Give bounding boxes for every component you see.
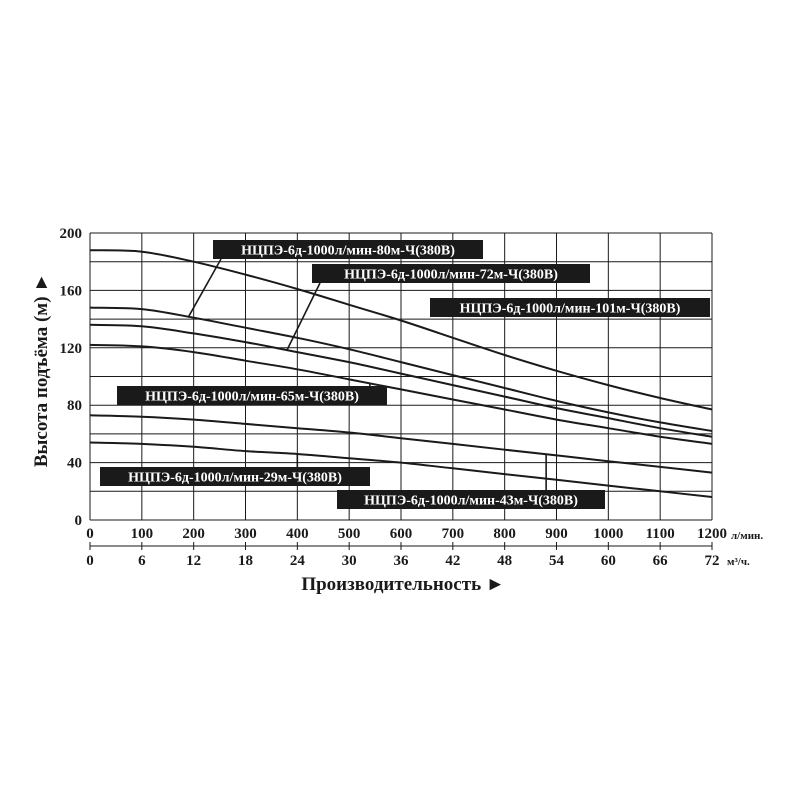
y-tick-label: 200 (60, 226, 83, 242)
x-tick-label: 0 (86, 526, 94, 542)
x2-tick-label: 54 (549, 553, 565, 569)
x2-tick-label: 12 (186, 553, 201, 569)
x2-tick-label: 24 (290, 553, 306, 569)
series-label: НЦПЭ-6д-1000л/мин-80м-Ч(380В) (241, 244, 455, 259)
x2-tick-label: 36 (394, 553, 410, 569)
y-tick-label: 160 (60, 283, 83, 299)
series-label-leader (187, 258, 222, 318)
series-label: НЦПЭ-6д-1000л/мин-65м-Ч(380В) (145, 390, 359, 405)
x2-tick-label: 42 (445, 553, 460, 569)
series-label: НЦПЭ-6д-1000л/мин-29м-Ч(380В) (128, 471, 342, 486)
performance-curve (89, 249, 713, 411)
x-tick-label: 800 (493, 526, 516, 542)
x-tick-label: 900 (545, 526, 568, 542)
x-axis-title: Производительность ► (301, 574, 504, 595)
x-tick-label: 300 (234, 526, 257, 542)
x-tick-label: 200 (182, 526, 205, 542)
x-tick-label: 600 (390, 526, 413, 542)
performance-curve (89, 306, 713, 432)
x2-tick-label: 66 (653, 553, 669, 569)
x-tick-label: 1200 (697, 526, 727, 542)
tick-labels: 0 100 200 300 400 500 600 700 800 900 1000 1100 1200… (60, 226, 728, 569)
series-label-leader (286, 282, 321, 351)
x2-tick-label: 30 (342, 553, 357, 569)
series-label-box (213, 240, 483, 259)
x-tick-label: 1100 (646, 526, 675, 542)
performance-curve (89, 343, 713, 445)
series-label-box (100, 467, 370, 486)
x-tick-label: 100 (131, 526, 154, 542)
series-label: НЦПЭ-6д-1000л/мин-43м-Ч(380В) (364, 494, 578, 509)
series-labels: НЦПЭ-6д-1000л/мин-101м-Ч(380В) НЦПЭ-6д-10… (100, 240, 710, 509)
x-tick-label: 700 (442, 526, 465, 542)
performance-curves (89, 249, 713, 498)
x2-tick-label: 72 (705, 553, 720, 569)
label-leaders (187, 258, 547, 490)
y-tick-label: 0 (75, 513, 83, 529)
series-label: НЦПЭ-6д-1000л/мин-72м-Ч(380В) (344, 268, 558, 283)
y-tick-label: 80 (67, 398, 82, 414)
performance-curve (89, 323, 713, 438)
performance-curve (89, 441, 713, 498)
x-tick-label: 400 (286, 526, 309, 542)
x2-tick-label: 0 (86, 553, 94, 569)
x-tick-label: 500 (338, 526, 361, 542)
series-label-box (117, 386, 387, 405)
series-label-box (312, 264, 590, 283)
series-label: НЦПЭ-6д-1000л/мин-101м-Ч(380В) (460, 302, 681, 317)
y-axis-title: Высота подъёма (м) ► (31, 273, 52, 467)
series-label-box (430, 298, 710, 317)
x2-tick-label: 18 (238, 553, 253, 569)
x2-unit-label: м³/ч. (727, 556, 750, 568)
x2-tick-label: 48 (497, 553, 512, 569)
y-tick-label: 120 (60, 341, 83, 357)
x-tick-label: 1000 (593, 526, 623, 542)
x2-tick-label: 60 (601, 553, 616, 569)
series-label-box (337, 490, 605, 509)
performance-curve (89, 414, 713, 474)
x-unit-label: л/мин. (731, 530, 763, 542)
x2-tick-label: 6 (138, 553, 146, 569)
y-tick-label: 40 (67, 456, 82, 472)
